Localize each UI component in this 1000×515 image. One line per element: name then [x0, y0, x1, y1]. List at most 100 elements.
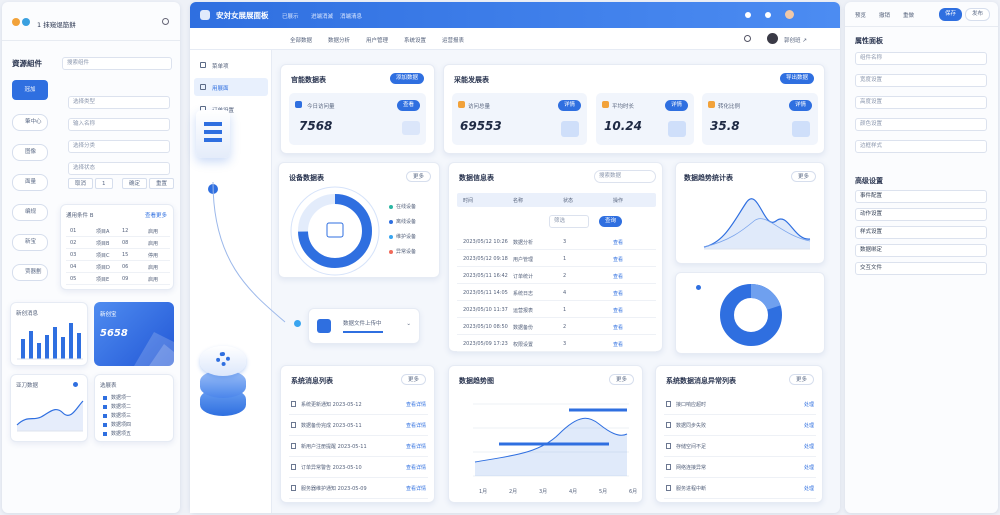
icon[interactable]	[744, 35, 751, 42]
list-link[interactable]: 处理	[803, 465, 814, 471]
table-filter[interactable]: 筛选	[549, 215, 589, 228]
table-cell: 订单统计	[513, 274, 534, 280]
form-field[interactable]: 选择状态	[68, 162, 170, 175]
filter-button[interactable]: 查询	[599, 216, 623, 227]
table-cell[interactable]: 查看	[613, 257, 624, 263]
list-link[interactable]: 处理	[803, 486, 814, 492]
form-field[interactable]: 输入名称	[68, 118, 170, 131]
small-button[interactable]: 重置	[149, 178, 175, 189]
list-row: 新用户注册提醒 2023-05-11 查看详情	[289, 436, 428, 457]
prop-field[interactable]: 边框样式	[855, 140, 987, 153]
table-cell[interactable]: 查看	[613, 274, 624, 280]
prop-field[interactable]: 宽度设置	[855, 74, 987, 87]
list-link[interactable]: 查看详情	[405, 402, 426, 408]
list-link[interactable]: 查看详情	[405, 465, 426, 471]
list-link[interactable]: 查看详情	[405, 444, 426, 450]
save-button[interactable]: 保存	[939, 8, 963, 21]
user-avatar[interactable]	[767, 33, 778, 44]
toolbar-icon[interactable]: 撤销	[879, 13, 891, 19]
add-button[interactable]: 冠加	[12, 80, 48, 100]
search-input[interactable]: 搜索组件	[62, 57, 172, 70]
stat-tag[interactable]: 详情	[557, 100, 581, 111]
card-button[interactable]: 更多	[608, 374, 634, 385]
header-logo	[200, 10, 210, 20]
search-icon[interactable]	[162, 18, 169, 25]
sidebar-item[interactable]: 用展面	[194, 78, 268, 96]
prop-field[interactable]: 颜色设置	[855, 118, 987, 131]
adv-field[interactable]: 样式设置	[855, 226, 987, 239]
list-link[interactable]: 查看详情	[405, 486, 426, 492]
card-button[interactable]: 添加数据	[389, 73, 424, 84]
list-row: 订单异常警告 2023-05-10 查看详情	[289, 457, 428, 478]
toolbar-tab[interactable]: 全部数据	[290, 38, 313, 44]
message-card: 系统消息列表 更多 系统更新通知 2023-05-12 查看详情 数据备份完成 20…	[280, 365, 435, 503]
tool-button[interactable]: 面量	[12, 174, 48, 191]
list-link[interactable]: 处理	[803, 423, 814, 429]
list-link[interactable]: 处理	[803, 444, 814, 450]
user-name[interactable]: 郭创班 ↗	[784, 38, 807, 44]
card-button[interactable]: 导出数据	[779, 73, 814, 84]
table-cell: 启用	[148, 277, 159, 283]
publish-button[interactable]: 发布	[965, 8, 991, 21]
table-row: 03 项目C 15 停用	[66, 249, 170, 261]
small-button[interactable]: 确定	[122, 178, 148, 189]
toolbar-icon[interactable]: 预览	[855, 13, 867, 19]
card-button[interactable]: 更多	[400, 374, 426, 385]
table-cell: 2023/05/11 16:42	[463, 273, 508, 279]
card-button[interactable]: 更多	[788, 374, 814, 385]
tool-button[interactable]: 图像	[12, 144, 48, 161]
table-cell: 2	[563, 273, 567, 279]
adv-field[interactable]: 数据绑定	[855, 244, 987, 257]
avatar[interactable]	[785, 10, 794, 19]
legend-dot	[389, 250, 393, 254]
toolbar-tab[interactable]: 用户管理	[366, 38, 389, 44]
card-button[interactable]: 更多	[405, 171, 431, 182]
list-link[interactable]: 处理	[803, 402, 814, 408]
sidebar-item[interactable]: 菜单项	[194, 56, 268, 74]
icon[interactable]	[745, 12, 751, 18]
list-row: 服务器维护通知 2023-05-09 查看详情	[289, 478, 428, 499]
popup-text: 数据文件上传中	[343, 321, 382, 327]
table-cell[interactable]: 查看	[613, 325, 624, 331]
table-cell[interactable]: 查看	[613, 291, 624, 297]
table-cell[interactable]: 查看	[613, 240, 624, 246]
header-tab[interactable]: 消端清息	[340, 14, 363, 20]
table-search[interactable]: 搜索数据	[594, 170, 656, 183]
card-title: 亚刀数据	[16, 383, 39, 389]
table-card: 数据信息表 搜索数据 时间 名称 状态 操作 筛选 查询 2023/05/12 10:…	[448, 162, 663, 352]
tool-button[interactable]: 新宝	[12, 234, 48, 251]
table-cell[interactable]: 查看	[613, 308, 624, 314]
tool-button[interactable]: 编规	[12, 204, 48, 221]
toolbar-tab[interactable]: 数据分析	[328, 38, 351, 44]
stat-tag[interactable]: 详情	[664, 100, 688, 111]
adv-field[interactable]: 事件配置	[855, 190, 987, 203]
toolbar-icon[interactable]: 重做	[903, 13, 915, 19]
toolbar-tab[interactable]: 运营报表	[442, 38, 465, 44]
header-tab[interactable]: 已展示	[282, 14, 299, 20]
chevron[interactable]: ⌄	[406, 321, 411, 327]
tool-button[interactable]: 贾器劃	[12, 264, 48, 281]
area-chart	[703, 198, 811, 250]
table-link[interactable]: 查看更多	[144, 213, 167, 219]
table-row: 04 项目D 06 启用	[66, 261, 170, 273]
icon[interactable]	[765, 12, 771, 18]
list-icon	[103, 396, 107, 400]
stat-tag[interactable]: 详情	[788, 100, 812, 111]
tool-button[interactable]: 筆中心	[12, 114, 48, 131]
form-field[interactable]: 选择分类	[68, 140, 170, 153]
small-button[interactable]: 取消	[68, 178, 94, 189]
stat-tag[interactable]: 查看	[396, 100, 420, 111]
line-card: 数据趋势统计表 更多	[675, 162, 825, 264]
toolbar-tab[interactable]: 系统设置	[404, 38, 427, 44]
table-cell[interactable]: 查看	[613, 342, 624, 348]
header-tab[interactable]: 进端消滅	[311, 14, 334, 20]
card-button[interactable]: 更多	[790, 171, 816, 182]
form-field[interactable]: 选择类型	[68, 96, 170, 109]
prop-field[interactable]: 高度设置	[855, 96, 987, 109]
prop-field[interactable]: 组件名称	[855, 52, 987, 65]
small-button[interactable]: 1	[95, 178, 113, 189]
list-link[interactable]: 查看详情	[405, 423, 426, 429]
adv-field[interactable]: 交互文件	[855, 262, 987, 275]
list-text: 新用户注册提醒 2023-05-11	[301, 444, 367, 450]
adv-field[interactable]: 动作设置	[855, 208, 987, 221]
